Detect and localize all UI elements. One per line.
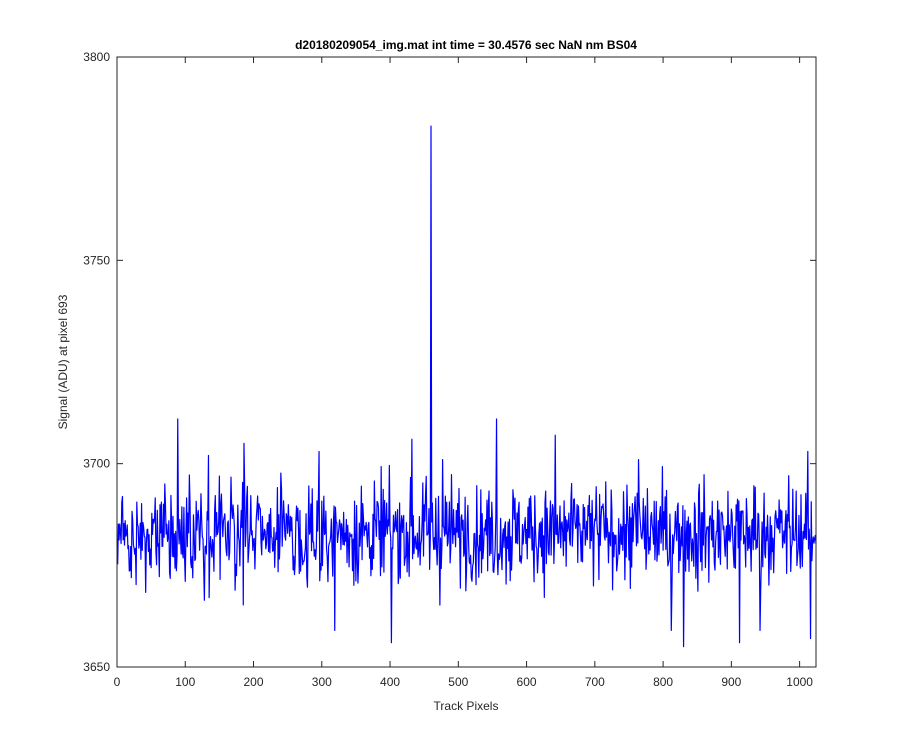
- x-tick-label: 700: [585, 675, 605, 689]
- x-tick-label: 200: [244, 675, 264, 689]
- x-tick-label: 1000: [786, 675, 813, 689]
- x-tick-label: 600: [517, 675, 537, 689]
- y-axis-ticks: 3650 3700 3750 3800: [83, 50, 816, 674]
- y-tick-label: 3650: [83, 660, 110, 674]
- axes-box: [116, 56, 817, 668]
- x-tick-label: 0: [114, 675, 121, 689]
- x-axis-label: Track Pixels: [434, 699, 499, 713]
- x-tick-label: 500: [448, 675, 468, 689]
- chart-title: d20180209054_img.mat int time = 30.4576 …: [295, 38, 637, 52]
- x-tick-label: 100: [175, 675, 195, 689]
- x-axis-ticks: 0 100 200 300 400 500 600 700 800 900 1000: [114, 57, 813, 689]
- y-axis-label: Signal (ADU) at pixel 693: [56, 294, 70, 429]
- x-tick-label: 400: [380, 675, 400, 689]
- signal-series-line: [117, 125, 817, 648]
- y-tick-label: 3800: [83, 50, 110, 64]
- series-layer: [117, 125, 817, 648]
- x-tick-label: 900: [721, 675, 741, 689]
- x-tick-label: 800: [653, 675, 673, 689]
- y-tick-label: 3700: [83, 457, 110, 471]
- x-tick-label: 300: [312, 675, 332, 689]
- axes-layer: [116, 56, 817, 668]
- y-tick-label: 3750: [83, 253, 110, 267]
